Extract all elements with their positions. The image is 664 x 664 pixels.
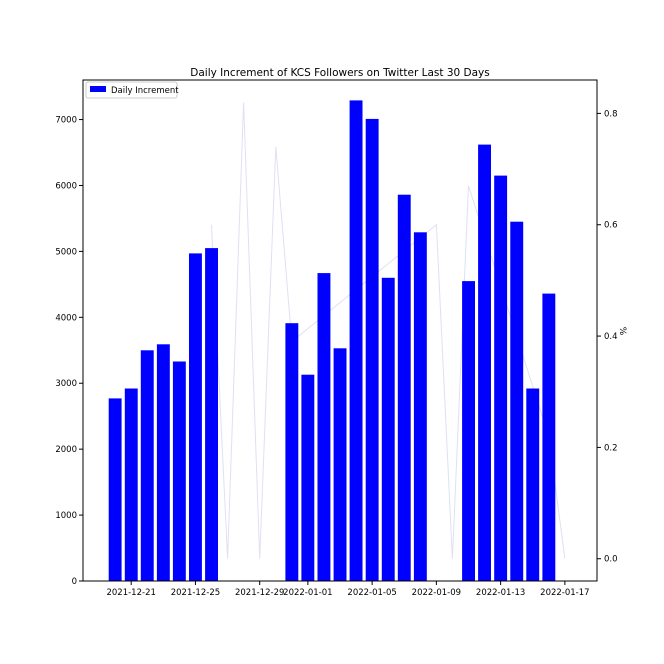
left-y-tick-label: 5000 [55,247,77,257]
left-y-axis: 0 1000 2000 3000 4000 5000 6000 7000 [55,116,83,587]
bar [349,100,363,582]
x-tick-label: 2022-01-09 [412,588,461,598]
x-tick-label: 2021-12-29 [235,588,284,598]
right-y-tick-label: 0.8 [604,109,618,119]
bar [205,248,218,581]
left-y-tick-label: 2000 [55,445,77,455]
bar [156,344,170,581]
left-y-tick-label: 6000 [55,181,77,191]
right-y-tick-label: 0.2 [604,443,618,453]
x-tick-label: 2022-01-13 [476,588,525,598]
bar [510,221,524,581]
x-tick-label: 2021-12-21 [106,588,155,598]
right-y-tick-label: 0.6 [604,221,618,231]
left-y-tick-label: 0 [72,577,77,587]
legend-label: Daily Increment [111,86,179,96]
right-y-axis: 0.0 0.2 0.4 0.6 0.8 [597,109,618,565]
bar [542,293,556,581]
bar [381,277,395,581]
bar [189,253,202,581]
left-y-tick-label: 3000 [55,379,77,389]
legend: Daily Increment [85,81,179,99]
legend-swatch [90,86,106,92]
bar [172,361,186,581]
bar [124,388,138,581]
left-y-tick-label: 4000 [55,313,77,323]
x-tick-label: 2021-12-25 [171,588,220,598]
bar [317,273,331,581]
right-y-axis-label: % [617,327,627,336]
bar [462,281,475,581]
bar [478,144,491,581]
plot-frame [82,79,598,582]
bar [108,398,122,581]
bar [494,175,508,581]
x-tick-label: 2022-01-17 [540,588,589,598]
bar [365,118,379,582]
bar [526,388,540,581]
x-tick-label: 2022-01-05 [347,588,396,598]
bar [397,194,411,581]
right-y-tick-label: 0.0 [604,555,618,565]
x-tick-label: 2022-01-01 [283,588,332,598]
x-axis: 2021-12-21 2021-12-25 2021-12-292022-01-01… [106,581,590,598]
bar [413,232,427,582]
left-y-tick-label: 7000 [55,116,77,126]
right-y-tick-label: 0.4 [604,332,618,342]
left-y-tick-label: 1000 [55,511,77,521]
bar [285,323,299,581]
bars-layer [108,100,556,582]
chart-title: Daily Increment of KCS Followers on Twit… [190,67,489,79]
bar [301,374,315,581]
legend-box [85,81,178,99]
bar [140,350,154,581]
bar [333,348,347,581]
